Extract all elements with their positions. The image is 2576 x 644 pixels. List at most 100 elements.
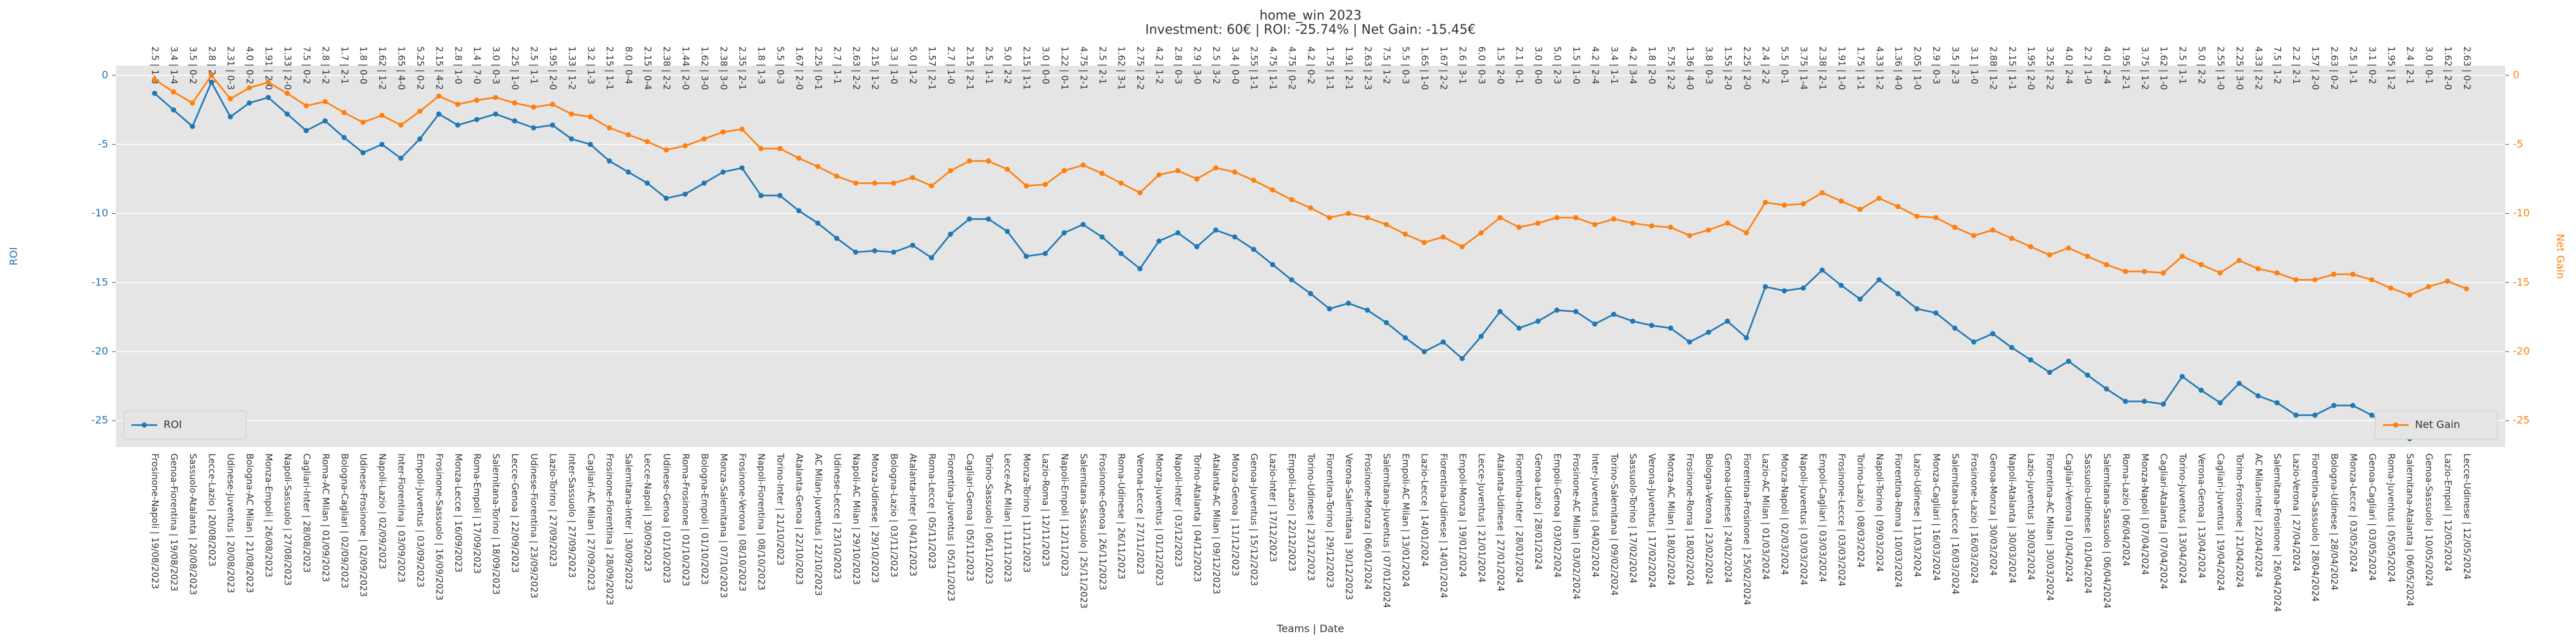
data-point bbox=[967, 216, 972, 222]
chart-title: home_win 2023 bbox=[1260, 8, 1362, 23]
x-tick-label: Empoli-Juventus | 03/09/2023 bbox=[415, 453, 425, 587]
data-point bbox=[493, 111, 498, 117]
top-tick-label: 2.15 | 0-4 bbox=[642, 46, 652, 90]
data-point bbox=[1990, 331, 1996, 337]
top-tick-label: 1.95 | 2-0 bbox=[547, 46, 558, 90]
x-tick-label: Napoli-Torino | 09/03/2024 bbox=[1874, 453, 1884, 572]
data-point bbox=[2445, 278, 2450, 284]
data-point bbox=[645, 138, 650, 144]
data-point bbox=[2217, 270, 2223, 276]
x-tick-label: Fiorentina-Roma | 10/03/2024 bbox=[1893, 453, 1903, 588]
x-tick-label: Genoa-Fiorentina | 19/08/2023 bbox=[168, 453, 178, 591]
top-tick-label: 4.33 | 2-2 bbox=[2253, 46, 2263, 90]
y2-tick-label: -15 bbox=[2513, 276, 2530, 288]
top-tick-label: 4.75 | 1-1 bbox=[1267, 46, 1278, 90]
x-tick-label: Lazio-Roma | 12/11/2023 bbox=[1040, 453, 1050, 567]
data-point bbox=[1478, 334, 1484, 339]
legend-label: ROI bbox=[164, 419, 182, 431]
top-tick-label: 3.4 | 0-0 bbox=[1229, 46, 1240, 84]
x-tick-label: Lazio-Inter | 17/12/2023 bbox=[1267, 453, 1278, 562]
data-point bbox=[1933, 214, 1939, 220]
data-point bbox=[569, 136, 574, 142]
x-tick-label: Genoa-Cagliari | 03/05/2024 bbox=[2367, 453, 2377, 581]
data-point bbox=[1289, 277, 1294, 283]
legend-marker bbox=[2393, 422, 2398, 428]
x-tick-label: Cagliari-Juventus | 19/04/2024 bbox=[2215, 453, 2225, 591]
x-tick-label: Monza-AC Milan | 18/02/2024 bbox=[1665, 453, 1676, 585]
data-point bbox=[853, 180, 858, 186]
x-tick-label: AC Milan-Inter | 22/04/2024 bbox=[2253, 453, 2263, 578]
top-tick-label: 5.0 | 2-2 bbox=[1002, 46, 1012, 84]
x-tick-label: Sassuolo-Torino | 17/02/2024 bbox=[1627, 453, 1638, 583]
top-tick-label: 2.15 | 1-1 bbox=[1021, 46, 1032, 90]
data-point bbox=[1345, 211, 1351, 216]
top-tick-label: 4.2 | 1-2 bbox=[1154, 46, 1164, 84]
data-point bbox=[1213, 227, 1218, 233]
data-point bbox=[171, 89, 176, 95]
x-tick-label: Lecce-Napoli | 30/09/2023 bbox=[642, 453, 652, 572]
data-point bbox=[1345, 300, 1351, 306]
x-tick-label: Monza-Napoli | 02/03/2024 bbox=[1779, 453, 1790, 575]
x-tick-label: Monza-Lecce | 16/09/2023 bbox=[453, 453, 463, 573]
x-tick-label: Sassuolo-Atalanta | 20/08/2023 bbox=[187, 453, 198, 595]
x-tick-label: Torino-Frosinone | 21/04/2024 bbox=[2234, 453, 2244, 588]
x-tick-label: Verona-Genoa | 13/04/2024 bbox=[2196, 453, 2206, 578]
data-point bbox=[549, 122, 555, 128]
x-tick-label: Lecce-Lazio | 20/08/2023 bbox=[206, 453, 216, 567]
legend-marker bbox=[142, 422, 147, 428]
data-point bbox=[493, 95, 498, 100]
data-point bbox=[436, 93, 442, 99]
x-tick-label: Napoli-Inter | 03/12/2023 bbox=[1173, 453, 1183, 567]
x-tick-label: Lazio-Juventus | 30/03/2024 bbox=[2025, 453, 2036, 580]
data-point bbox=[1043, 182, 1048, 187]
data-point bbox=[303, 103, 309, 109]
data-point bbox=[2009, 345, 2014, 350]
data-point bbox=[910, 242, 916, 248]
data-point bbox=[1023, 183, 1029, 189]
top-tick-label: 1.33 | 1-2 bbox=[566, 46, 576, 90]
x-tick-label: Monza-Napoli | 07/04/2024 bbox=[2139, 453, 2150, 575]
top-tick-label: 2.15 | 2-1 bbox=[964, 46, 974, 90]
x-tick-label: Sassuolo-Udinese | 01/04/2024 bbox=[2082, 453, 2092, 594]
top-tick-label: 5.75 | 2-2 bbox=[1665, 46, 1676, 90]
data-point bbox=[1838, 198, 1844, 204]
x-tick-label: Empoli-Lazio | 22/12/2023 bbox=[1287, 453, 1297, 571]
x-tick-label: Napoli-Lazio | 02/09/2023 bbox=[377, 453, 387, 569]
data-point bbox=[891, 249, 896, 255]
x-tick-label: Salernitana-Juventus | 07/01/2024 bbox=[1381, 453, 1392, 608]
x-tick-label: Napoli-AC Milan | 29/10/2023 bbox=[851, 453, 861, 585]
top-tick-label: 2.15 | 1-2 bbox=[869, 46, 880, 90]
top-tick-label: 1.4 | 7-0 bbox=[471, 46, 482, 84]
data-point bbox=[1118, 251, 1124, 256]
y-tick-label: -5 bbox=[98, 138, 108, 150]
top-tick-label: 4.2 | 0-2 bbox=[1305, 46, 1316, 84]
data-point bbox=[1801, 285, 1806, 291]
data-point bbox=[1421, 349, 1427, 354]
data-point bbox=[2236, 381, 2242, 386]
x-tick-label: Lecce-Genoa | 22/09/2023 bbox=[509, 453, 520, 573]
data-point bbox=[1327, 214, 1332, 220]
data-point bbox=[531, 125, 536, 131]
top-tick-label: 1.5 | 1-0 bbox=[1571, 46, 1581, 84]
data-point bbox=[2161, 270, 2166, 276]
x-tick-label: Napoli-Juventus | 03/03/2024 bbox=[1798, 453, 1808, 585]
data-point bbox=[1516, 224, 1522, 230]
data-point bbox=[1971, 339, 1976, 345]
x-tick-label: Cagliari-Atalanta | 07/04/2024 bbox=[2158, 453, 2168, 589]
data-point bbox=[1270, 187, 1276, 193]
data-point bbox=[341, 109, 347, 115]
y2-tick-label: -5 bbox=[2513, 138, 2523, 150]
top-tick-label: 1.95 | 2-0 bbox=[2025, 46, 2036, 90]
data-point bbox=[1838, 283, 1844, 289]
data-point bbox=[1554, 214, 1560, 220]
top-tick-label: 3.75 | 1-4 bbox=[1798, 46, 1808, 90]
data-point bbox=[189, 100, 195, 106]
data-point bbox=[322, 118, 328, 124]
data-point bbox=[1535, 220, 1541, 226]
top-tick-label: 1.95 | 2-1 bbox=[2120, 46, 2130, 90]
data-point bbox=[1327, 306, 1332, 312]
x-tick-label: Monza-Empoli | 26/08/2023 bbox=[263, 453, 274, 578]
x-tick-label: Lazio-Lecce | 14/01/2024 bbox=[1419, 453, 1430, 567]
top-tick-label: 3.1 | 1-0 bbox=[1969, 46, 1979, 84]
top-tick-label: 2.5 | 1-1 bbox=[2347, 46, 2358, 84]
